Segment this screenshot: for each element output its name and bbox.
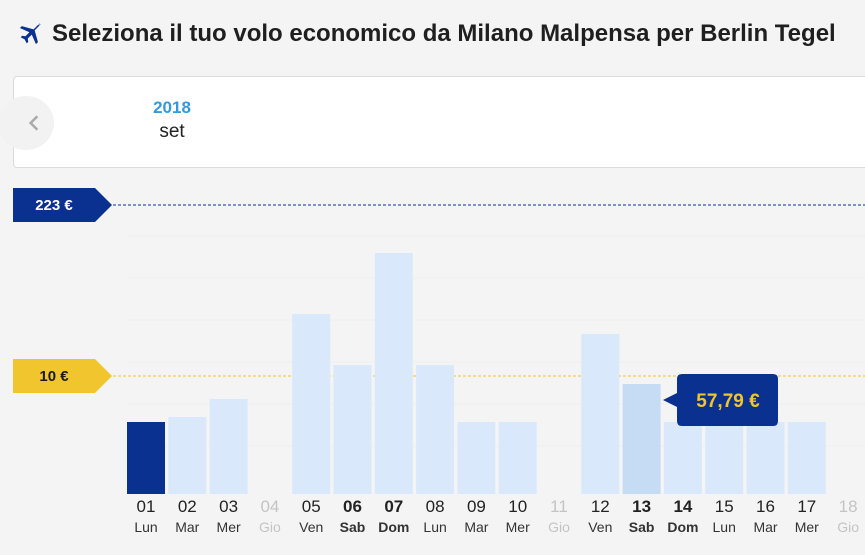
day-name-16: Mar	[753, 519, 777, 535]
day-name-07: Dom	[378, 519, 409, 535]
price-bar-16[interactable]	[746, 422, 785, 494]
day-name-12: Ven	[588, 519, 612, 535]
price-bar-09[interactable]	[457, 422, 496, 494]
day-name-04: Gio	[259, 519, 281, 535]
month-selector: 2018 set	[0, 76, 865, 168]
price-bar-01[interactable]	[127, 422, 165, 494]
price-tooltip: 57,79 €	[663, 374, 778, 426]
max-price-label: 223 €	[35, 197, 73, 214]
day-number-13[interactable]: 13	[632, 497, 651, 516]
price-bar-17[interactable]	[787, 422, 826, 494]
day-number-10[interactable]: 10	[508, 497, 527, 516]
day-name-18: Gio	[837, 519, 859, 535]
price-bar-07[interactable]	[374, 253, 413, 494]
page-header: Seleziona il tuo volo economico da Milan…	[16, 14, 836, 54]
day-number-03[interactable]: 03	[219, 497, 238, 516]
day-number-15[interactable]: 15	[715, 497, 734, 516]
day-name-01: Lun	[134, 519, 157, 535]
price-bar-14[interactable]	[663, 422, 702, 494]
price-bar-03[interactable]	[209, 399, 248, 494]
day-number-04: 04	[260, 497, 279, 516]
price-bar-10[interactable]	[498, 422, 537, 494]
price-bar-15[interactable]	[705, 422, 744, 494]
day-number-06[interactable]: 06	[343, 497, 362, 516]
day-name-14: Dom	[667, 519, 698, 535]
day-number-17[interactable]: 17	[797, 497, 816, 516]
day-name-02: Mar	[175, 519, 199, 535]
month-tab[interactable]: 2018 set	[142, 98, 202, 143]
day-number-12[interactable]: 12	[591, 497, 610, 516]
month-name: set	[159, 121, 185, 142]
day-number-14[interactable]: 14	[673, 497, 692, 516]
previous-month-button[interactable]	[0, 96, 54, 150]
day-number-08[interactable]: 08	[426, 497, 445, 516]
day-number-16[interactable]: 16	[756, 497, 775, 516]
day-number-05[interactable]: 05	[302, 497, 321, 516]
price-bar-12[interactable]	[581, 334, 620, 494]
tooltip-price: 57,79 €	[696, 391, 760, 412]
day-name-11: Gio	[548, 519, 570, 535]
day-name-17: Mer	[795, 519, 819, 535]
price-bar-05[interactable]	[292, 314, 331, 494]
day-name-03: Mer	[217, 519, 241, 535]
day-number-02[interactable]: 02	[178, 497, 197, 516]
page-title: Seleziona il tuo volo economico da Milan…	[52, 20, 836, 47]
price-bar-08[interactable]	[416, 365, 455, 494]
day-name-09: Mar	[464, 519, 488, 535]
day-name-13: Sab	[629, 519, 655, 535]
max-price-tag: 223 €	[13, 188, 112, 222]
day-number-11: 11	[550, 497, 568, 516]
min-price-label: 10 €	[39, 368, 69, 385]
day-number-07[interactable]: 07	[384, 497, 403, 516]
chevron-left-icon	[28, 115, 39, 131]
day-number-18: 18	[839, 497, 858, 516]
day-name-06: Sab	[340, 519, 366, 535]
price-bar-06[interactable]	[333, 365, 372, 494]
day-name-10: Mer	[506, 519, 530, 535]
day-number-01[interactable]: 01	[137, 497, 156, 516]
min-price-tag: 10 €	[13, 359, 112, 393]
day-number-09[interactable]: 09	[467, 497, 486, 516]
price-bar-13[interactable]	[622, 384, 661, 494]
day-name-15: Lun	[713, 519, 736, 535]
month-year: 2018	[153, 98, 191, 117]
price-bar-02[interactable]	[168, 417, 207, 494]
day-name-05: Ven	[299, 519, 323, 535]
airplane-icon	[19, 22, 42, 45]
day-name-08: Lun	[423, 519, 446, 535]
